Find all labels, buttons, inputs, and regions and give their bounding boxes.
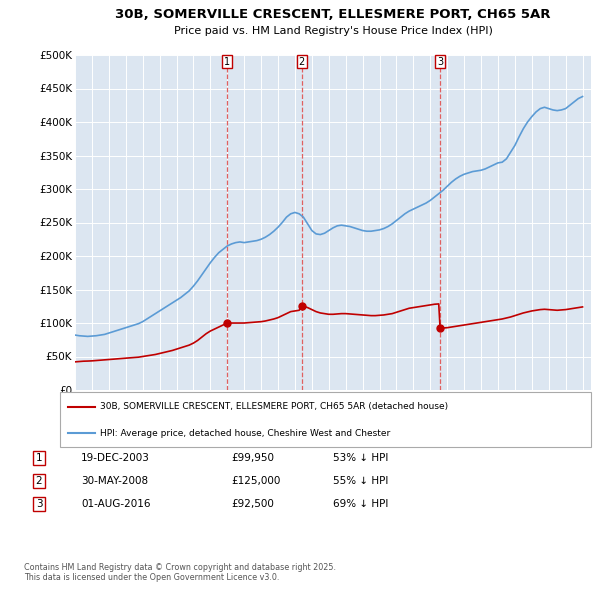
- Text: 3: 3: [437, 57, 443, 67]
- Text: 30B, SOMERVILLE CRESCENT, ELLESMERE PORT, CH65 5AR: 30B, SOMERVILLE CRESCENT, ELLESMERE PORT…: [115, 8, 551, 21]
- Text: 1: 1: [224, 57, 230, 67]
- Text: £92,500: £92,500: [231, 499, 274, 509]
- Text: 30-MAY-2008: 30-MAY-2008: [81, 476, 148, 486]
- Text: 2: 2: [35, 476, 43, 486]
- Text: Contains HM Land Registry data © Crown copyright and database right 2025.
This d: Contains HM Land Registry data © Crown c…: [24, 563, 336, 582]
- Text: 3: 3: [35, 499, 43, 509]
- Text: 53% ↓ HPI: 53% ↓ HPI: [333, 453, 388, 463]
- Text: 69% ↓ HPI: 69% ↓ HPI: [333, 499, 388, 509]
- Text: 19-DEC-2003: 19-DEC-2003: [81, 453, 150, 463]
- Text: £125,000: £125,000: [231, 476, 280, 486]
- Text: 1: 1: [35, 453, 43, 463]
- Text: 30B, SOMERVILLE CRESCENT, ELLESMERE PORT, CH65 5AR (detached house): 30B, SOMERVILLE CRESCENT, ELLESMERE PORT…: [100, 402, 448, 411]
- Text: 01-AUG-2016: 01-AUG-2016: [81, 499, 151, 509]
- Text: HPI: Average price, detached house, Cheshire West and Chester: HPI: Average price, detached house, Ches…: [100, 429, 390, 438]
- Text: Price paid vs. HM Land Registry's House Price Index (HPI): Price paid vs. HM Land Registry's House …: [173, 26, 493, 36]
- Text: £99,950: £99,950: [231, 453, 274, 463]
- Text: 2: 2: [299, 57, 305, 67]
- Text: 55% ↓ HPI: 55% ↓ HPI: [333, 476, 388, 486]
